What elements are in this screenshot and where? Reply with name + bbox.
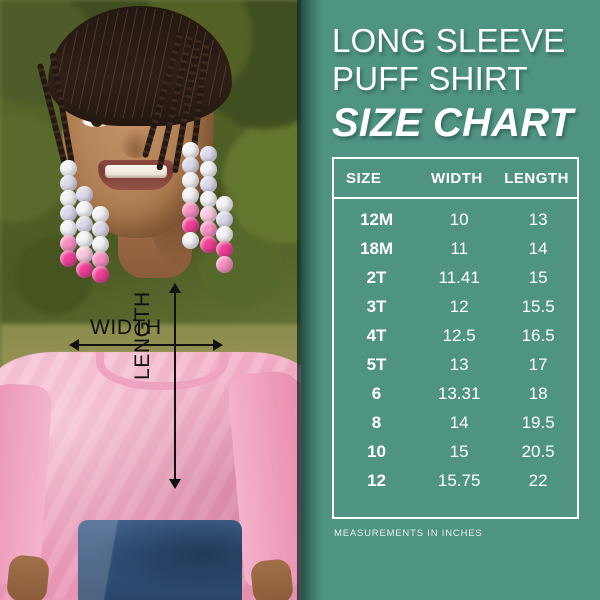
cell-width: 13	[449, 354, 469, 374]
shirt-collar	[96, 352, 228, 390]
hair-beads	[200, 146, 218, 253]
cell-size: 12	[367, 470, 386, 490]
cell-size: 2T	[366, 267, 387, 287]
table-row: 3T 12 15.5	[334, 292, 577, 321]
right-hand	[249, 558, 295, 600]
cell-size: 18M	[359, 238, 394, 258]
cell-size: 8	[371, 412, 382, 432]
cell-size: 12M	[359, 209, 394, 229]
hair-beads	[92, 206, 110, 283]
width-measurement-label: WIDTH	[90, 316, 162, 339]
table-header-row: SIZE WIDTH LENGTH	[332, 157, 579, 199]
cell-width: 11	[450, 238, 468, 258]
cell-width: 13.31	[437, 383, 481, 403]
column-header-width: WIDTH	[431, 169, 483, 187]
table-row: 2T 11.41 15	[334, 263, 577, 292]
length-measurement-label: LENGTH	[131, 291, 154, 380]
table-body: 12M 10 13 18M 11 14 2T 11.41 15 3T 12 15.5 4T 12.5 16.…	[332, 199, 579, 519]
table-row: 12M 10 13	[334, 205, 577, 234]
hair-beads	[216, 196, 234, 273]
product-photo: WIDTH LENGTH	[0, 0, 301, 600]
cell-length: 18	[528, 383, 548, 403]
title-line-3: SIZE CHART	[332, 101, 574, 145]
jeans-shading	[78, 520, 242, 600]
teeth	[105, 165, 167, 178]
cell-length: 19.5	[521, 412, 555, 432]
table-row: 5T 13 17	[334, 350, 577, 379]
table-row: 6 13.31 18	[334, 379, 577, 408]
cell-width: 15.75	[437, 470, 481, 490]
cell-width: 15	[449, 441, 469, 461]
cell-size: 10	[367, 441, 386, 461]
cell-width: 11.41	[438, 267, 480, 287]
table-row: 4T 12.5 16.5	[334, 321, 577, 350]
cell-width: 10	[449, 209, 469, 229]
column-header-length: LENGTH	[504, 169, 569, 187]
column-header-size: SIZE	[346, 169, 382, 187]
cell-length: 16.5	[521, 325, 555, 345]
size-table: SIZE WIDTH LENGTH 12M 10 13 18M 11 14 2T 11.41 1…	[332, 157, 579, 519]
title-line-2: PUFF SHIRT	[332, 60, 528, 97]
table-row: 10 15 20.5	[334, 437, 577, 466]
blue-jeans	[78, 520, 242, 600]
hair-beads	[182, 142, 200, 249]
cell-width: 14	[449, 412, 469, 432]
cell-size: 5T	[366, 354, 387, 374]
cell-length: 13	[528, 209, 548, 229]
title-line-1: LONG SLEEVE	[332, 22, 566, 59]
cell-width: 12	[449, 296, 469, 316]
cell-length: 20.5	[521, 441, 555, 461]
size-chart-panel: LONG SLEEVE PUFF SHIRT SIZE CHART SIZE W…	[301, 0, 600, 600]
cell-length: 22	[528, 470, 548, 490]
left-hand	[5, 554, 51, 600]
cell-length: 15.5	[521, 296, 555, 316]
table-row: 12 15.75 22	[334, 466, 577, 495]
measurements-note: MEASUREMENTS IN INCHES	[334, 528, 483, 539]
hair-beads	[60, 160, 78, 267]
table-row: 18M 11 14	[334, 234, 577, 263]
cell-width: 12.5	[442, 325, 476, 345]
cell-size: 3T	[366, 296, 387, 316]
cell-length: 17	[528, 354, 548, 374]
cell-length: 15	[528, 267, 548, 287]
hair-beads	[76, 186, 94, 278]
cell-size: 6	[371, 383, 382, 403]
cell-length: 14	[528, 238, 548, 258]
width-measurement-arrow	[69, 339, 223, 351]
panel-title: LONG SLEEVE PUFF SHIRT SIZE CHART	[332, 22, 584, 146]
cell-size: 4T	[366, 325, 387, 345]
length-measurement-arrow	[169, 283, 181, 489]
table-row: 8 14 19.5	[334, 408, 577, 437]
